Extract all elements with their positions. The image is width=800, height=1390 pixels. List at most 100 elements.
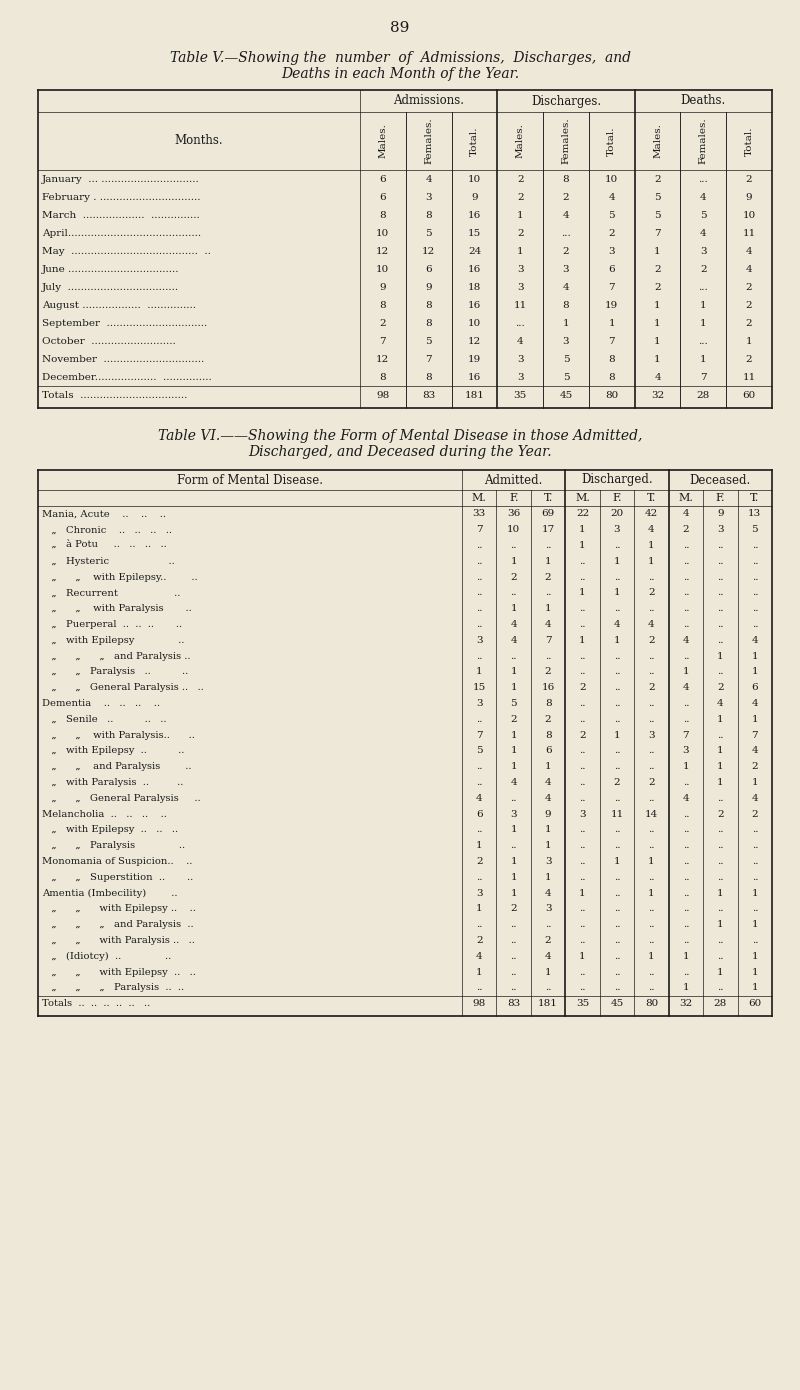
Text: ..: .. — [614, 699, 620, 708]
Text: ..: .. — [682, 588, 689, 598]
Text: ..: .. — [648, 605, 654, 613]
Text: 1: 1 — [746, 336, 753, 346]
Text: 2: 2 — [746, 354, 753, 364]
Text: 2: 2 — [717, 684, 724, 692]
Text: Total.: Total. — [607, 126, 616, 156]
Text: ..: .. — [717, 635, 723, 645]
Text: 5: 5 — [654, 210, 661, 220]
Text: ..: .. — [614, 667, 620, 677]
Text: 7: 7 — [654, 228, 661, 238]
Text: 15: 15 — [473, 684, 486, 692]
Text: Table V.—Showing the  number  of  Admissions,  Discharges,  and: Table V.—Showing the number of Admission… — [170, 51, 630, 65]
Text: 1: 1 — [751, 888, 758, 898]
Text: July  ..................................: July .................................. — [42, 282, 179, 292]
Text: 1: 1 — [648, 557, 654, 566]
Text: ..: .. — [614, 983, 620, 992]
Text: 3: 3 — [562, 264, 570, 274]
Text: 8: 8 — [379, 373, 386, 381]
Text: ..: .. — [682, 905, 689, 913]
Text: 10: 10 — [376, 228, 390, 238]
Text: Dementia    ..   ..   ..    ..: Dementia .. .. .. .. — [42, 699, 160, 708]
Text: 60: 60 — [742, 391, 756, 399]
Text: ..: .. — [614, 652, 620, 660]
Text: „      „   Superstition  ..       ..: „ „ Superstition .. .. — [42, 873, 194, 881]
Text: 2: 2 — [562, 246, 570, 256]
Text: ..: .. — [579, 762, 586, 771]
Text: 10: 10 — [507, 525, 520, 534]
Text: 98: 98 — [376, 391, 390, 399]
Text: „   (Idiotcy)  ..              ..: „ (Idiotcy) .. .. — [42, 952, 171, 960]
Text: „   Senile   ..          ..   ..: „ Senile .. .. .. — [42, 714, 166, 724]
Text: 8: 8 — [545, 699, 551, 708]
Text: 3: 3 — [648, 731, 654, 739]
Text: 11: 11 — [514, 300, 527, 310]
Text: ..: .. — [614, 952, 620, 960]
Text: 1: 1 — [751, 714, 758, 724]
Text: 6: 6 — [751, 684, 758, 692]
Text: 4: 4 — [654, 373, 661, 381]
Text: 1: 1 — [717, 920, 724, 929]
Text: 1: 1 — [682, 762, 690, 771]
Text: 1: 1 — [579, 525, 586, 534]
Text: 80: 80 — [605, 391, 618, 399]
Text: 11: 11 — [742, 373, 756, 381]
Text: April.........................................: April...................................… — [42, 228, 201, 238]
Text: ..: .. — [579, 667, 586, 677]
Text: ..: .. — [751, 557, 758, 566]
Text: ..: .. — [510, 794, 517, 803]
Text: 1: 1 — [545, 841, 551, 851]
Text: 4: 4 — [510, 620, 517, 630]
Text: 4: 4 — [751, 635, 758, 645]
Text: ..: .. — [579, 573, 586, 581]
Text: 45: 45 — [559, 391, 573, 399]
Text: ...: ... — [698, 175, 708, 183]
Text: Amentia (Imbecility)        ..: Amentia (Imbecility) .. — [42, 888, 178, 898]
Text: 5: 5 — [562, 354, 570, 364]
Text: 2: 2 — [510, 573, 517, 581]
Text: 60: 60 — [748, 999, 762, 1008]
Text: 9: 9 — [426, 282, 432, 292]
Text: 3: 3 — [517, 282, 523, 292]
Text: 4: 4 — [746, 264, 753, 274]
Text: „   à Potu     ..   ..   ..   ..: „ à Potu .. .. .. .. — [42, 541, 166, 550]
Text: Deaths in each Month of the Year.: Deaths in each Month of the Year. — [281, 67, 519, 81]
Text: 1: 1 — [700, 318, 706, 328]
Text: ..: .. — [751, 905, 758, 913]
Text: ..: .. — [648, 873, 654, 881]
Text: ..: .. — [648, 967, 654, 977]
Text: ..: .. — [648, 699, 654, 708]
Text: ..: .. — [682, 620, 689, 630]
Text: 1: 1 — [751, 967, 758, 977]
Text: 1: 1 — [510, 826, 517, 834]
Text: 1: 1 — [717, 967, 724, 977]
Text: ..: .. — [682, 858, 689, 866]
Text: 9: 9 — [717, 509, 724, 518]
Text: 1: 1 — [510, 667, 517, 677]
Text: ..: .. — [648, 746, 654, 755]
Text: ..: .. — [614, 794, 620, 803]
Text: ..: .. — [751, 935, 758, 945]
Text: 8: 8 — [562, 175, 570, 183]
Text: F.: F. — [715, 493, 725, 503]
Text: 17: 17 — [542, 525, 554, 534]
Text: 3: 3 — [682, 746, 690, 755]
Text: 4: 4 — [510, 778, 517, 787]
Text: 5: 5 — [426, 228, 432, 238]
Text: 45: 45 — [610, 999, 624, 1008]
Text: 1: 1 — [510, 873, 517, 881]
Text: 2: 2 — [609, 228, 615, 238]
Text: 1: 1 — [579, 635, 586, 645]
Text: 8: 8 — [426, 318, 432, 328]
Text: 2: 2 — [545, 714, 551, 724]
Text: 32: 32 — [679, 999, 693, 1008]
Text: „   with Epilepsy  ..   ..   ..: „ with Epilepsy .. .. .. — [42, 826, 178, 834]
Text: 1: 1 — [545, 605, 551, 613]
Text: 1: 1 — [648, 952, 654, 960]
Text: ..: .. — [682, 841, 689, 851]
Text: ..: .. — [751, 620, 758, 630]
Text: 5: 5 — [476, 746, 482, 755]
Text: 10: 10 — [376, 264, 390, 274]
Text: Females.: Females. — [699, 118, 708, 164]
Text: 1: 1 — [614, 858, 620, 866]
Text: 1: 1 — [648, 888, 654, 898]
